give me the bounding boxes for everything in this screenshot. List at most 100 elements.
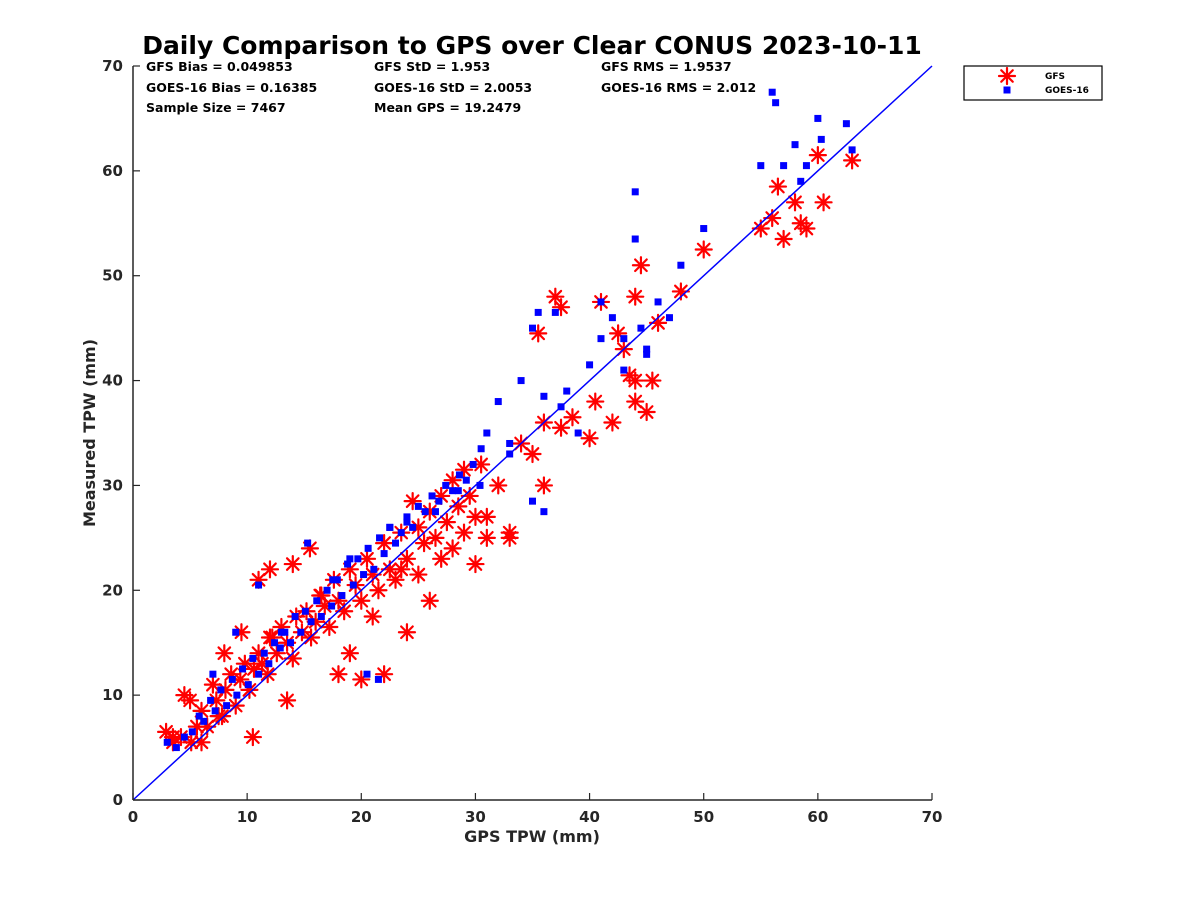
x-tick-label: 30 — [465, 808, 486, 826]
legend-marker-gfs — [997, 66, 1017, 86]
point-goes-16 — [409, 523, 417, 531]
point-gfs — [258, 665, 277, 684]
point-goes-16 — [428, 492, 436, 500]
point-goes-16 — [397, 529, 405, 537]
point-gfs — [454, 523, 474, 542]
x-tick-label: 40 — [579, 808, 600, 826]
point-goes-16 — [233, 691, 241, 699]
point-goes-16 — [677, 261, 685, 269]
point-goes-16 — [403, 518, 411, 526]
point-goes-16 — [239, 665, 247, 673]
point-goes-16 — [842, 120, 850, 128]
point-gfs — [551, 418, 571, 437]
point-goes-16 — [476, 481, 484, 489]
point-goes-16 — [349, 581, 357, 589]
y-tick-label: 70 — [102, 57, 123, 75]
point-goes-16 — [455, 471, 463, 479]
x-tick-label: 20 — [351, 808, 372, 826]
point-goes-16 — [209, 670, 217, 678]
point-goes-16 — [323, 586, 331, 594]
stat-sample-size: Sample Size = 7467 — [146, 100, 286, 115]
point-gfs — [785, 193, 805, 212]
y-tick-label: 0 — [113, 791, 123, 809]
stat-gfs-std: GFS StD = 1.953 — [374, 59, 490, 74]
point-goes-16 — [431, 508, 439, 516]
point-goes-16 — [287, 639, 295, 647]
point-goes-16 — [643, 345, 651, 353]
point-gfs — [603, 413, 622, 432]
point-gfs — [489, 476, 508, 495]
point-goes-16 — [449, 487, 457, 495]
point-gfs — [500, 528, 519, 547]
point-gfs — [320, 617, 339, 637]
series-goes-16 — [163, 88, 856, 752]
point-goes-16 — [586, 361, 594, 369]
point-gfs — [329, 665, 348, 684]
point-gfs — [477, 528, 496, 547]
point-gfs — [534, 476, 554, 495]
point-goes-16 — [494, 398, 502, 406]
point-goes-16 — [255, 670, 263, 678]
point-gfs — [432, 549, 451, 568]
point-gfs — [363, 607, 382, 626]
point-gfs — [563, 408, 582, 427]
point-goes-16 — [469, 460, 477, 468]
point-goes-16 — [329, 576, 337, 584]
point-goes-16 — [392, 539, 400, 547]
point-gfs — [420, 591, 439, 610]
point-gfs — [397, 549, 417, 568]
point-goes-16 — [360, 571, 368, 579]
stat-goes-16-rms: GOES-16 RMS = 2.012 — [601, 80, 756, 95]
x-tick-label: 0 — [128, 808, 138, 826]
point-gfs — [466, 507, 485, 526]
legend-label-gfs: GFS — [1045, 72, 1065, 82]
point-gfs — [260, 560, 280, 579]
x-tick-label: 70 — [922, 808, 943, 826]
point-goes-16 — [376, 534, 384, 542]
point-gfs — [340, 644, 359, 663]
axes — [132, 66, 932, 801]
point-gfs — [409, 565, 428, 584]
point-goes-16 — [540, 392, 548, 400]
point-goes-16 — [848, 146, 856, 154]
point-goes-16 — [483, 429, 491, 437]
data-marks — [157, 88, 862, 752]
point-goes-16 — [620, 366, 628, 374]
point-gfs — [283, 554, 302, 574]
point-goes-16 — [200, 717, 208, 725]
point-goes-16 — [435, 497, 443, 505]
point-goes-16 — [370, 565, 378, 573]
point-goes-16 — [563, 387, 571, 395]
point-goes-16 — [802, 162, 810, 170]
point-gfs — [426, 528, 445, 547]
point-goes-16 — [454, 487, 462, 495]
stat-gfs-bias: GFS Bias = 0.049853 — [146, 59, 293, 74]
y-tick-label: 40 — [102, 372, 123, 390]
point-goes-16 — [313, 597, 321, 605]
point-goes-16 — [797, 177, 805, 185]
legend-box — [963, 65, 1103, 101]
point-gfs — [814, 193, 833, 212]
point-gfs — [626, 287, 645, 306]
point-goes-16 — [386, 523, 394, 531]
point-goes-16 — [271, 639, 279, 647]
point-goes-16 — [317, 613, 325, 620]
point-goes-16 — [333, 576, 341, 584]
stat-goes-16-std: GOES-16 StD = 2.0053 — [374, 80, 532, 95]
point-gfs — [260, 628, 280, 647]
point-goes-16 — [180, 733, 188, 741]
point-goes-16 — [277, 628, 285, 636]
point-goes-16 — [228, 675, 236, 683]
legend[interactable]: GFS GOES-16 — [963, 65, 1103, 101]
point-goes-16 — [597, 298, 605, 306]
point-goes-16 — [772, 99, 780, 107]
point-gfs — [386, 570, 405, 589]
point-gfs — [466, 554, 485, 574]
point-gfs — [768, 177, 788, 196]
point-goes-16 — [665, 314, 673, 322]
point-goes-16 — [700, 225, 708, 233]
point-goes-16 — [643, 350, 651, 358]
legend-label-goes-16: GOES-16 — [1045, 86, 1089, 96]
